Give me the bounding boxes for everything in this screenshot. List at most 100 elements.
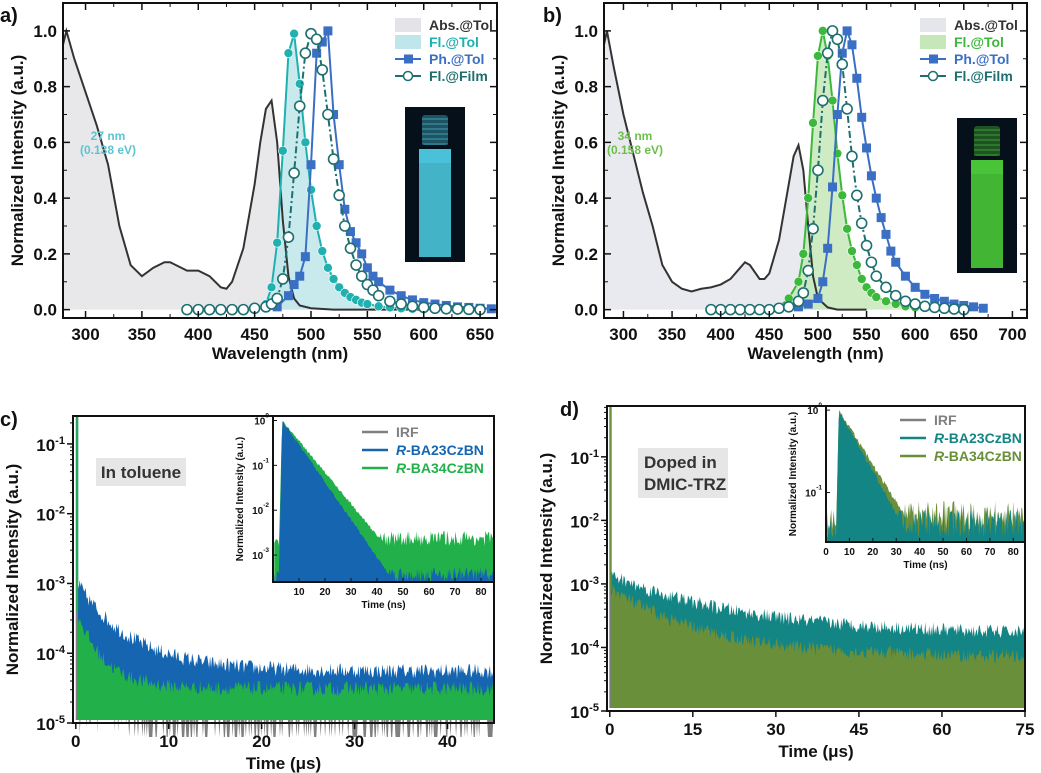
x-tick-label: 600 [410, 325, 438, 344]
marker-Ph.@Tol [837, 48, 847, 58]
y-tick-label: 10-5 [36, 714, 65, 734]
marker-Fl.@Film [734, 303, 746, 316]
marker-Ph.@Tol [823, 243, 833, 253]
x-tick-label: 300 [609, 325, 637, 344]
marker-Fl.@Film [277, 273, 289, 285]
y-tick-label: 0.0 [33, 301, 57, 320]
legend: IRF R-BA23CzBN R-BA34CzBN [900, 412, 1022, 464]
marker-Ph.@Tol [283, 291, 293, 301]
marker-Fl.@Film [899, 295, 912, 308]
marker-Ph.@Tol [295, 271, 305, 281]
vial-liquid [419, 149, 451, 257]
panel-a: 300 350 400 450 500 550 600 650 0.0 0.2 0.4 0.6 0.8 1… [0, 2, 498, 363]
marker-Ph.@Tol [828, 182, 838, 192]
marker-Ph.@Tol [920, 289, 930, 299]
marker-Fl.@Film [355, 270, 368, 282]
marker-Ph.@Tol [930, 293, 940, 303]
x-tick-label: 15 [683, 720, 702, 739]
marker-Fl.@Film [860, 239, 873, 252]
marker-Ph.@Tol [272, 302, 282, 312]
x-tick-label: 500 [297, 325, 325, 344]
vial-cap [974, 126, 1000, 156]
inset-x-tick-label: 60 [423, 587, 435, 598]
x-tick-label: 350 [128, 325, 156, 344]
marker-Fl.@Film [429, 302, 441, 315]
inset-x-axis-label: Time (ns) [361, 600, 405, 611]
marker-Fl.@Tol [793, 276, 804, 287]
x-tick-label: 0 [71, 732, 80, 751]
marker-Fl.@Film [203, 303, 216, 316]
marker-Ph.@Tol [312, 48, 322, 58]
marker-Fl.@Film [880, 281, 892, 294]
marker-Ph.@Tol [876, 213, 886, 223]
marker-Fl.@Film [773, 302, 785, 315]
marker-Fl.@Tol [289, 28, 299, 39]
marker-Fl.@Film [797, 287, 810, 299]
legend-swatch [920, 35, 946, 49]
marker-Fl.@Tol [373, 301, 384, 312]
marker-Ph.@Tol [323, 26, 333, 36]
x-tick-label: 400 [184, 325, 212, 344]
inset-y-tick-label: 10-1 [805, 485, 822, 500]
marker-Fl.@Tol [871, 292, 882, 302]
marker-Fl.@Film [855, 217, 868, 230]
marker-Fl.@Film [310, 33, 323, 46]
marker-Ph.@Tol [857, 112, 867, 122]
marker-Fl.@Tol [294, 79, 305, 89]
marker-Ph.@Tol [900, 271, 910, 281]
y-axis-label: Normalized Intensity (a.u.) [3, 464, 22, 676]
y-tick-label: 10-2 [570, 511, 599, 531]
fwhm-energy-annotation: (0.158 eV) [607, 143, 663, 157]
x-tick-label: 20 [252, 732, 271, 751]
marker-Ph.@Tol [881, 229, 891, 239]
marker-Ph.@Tol [969, 302, 979, 312]
trace-R-BA34CzBN [77, 611, 495, 720]
x-tick-label: 60 [932, 720, 951, 739]
x-axis-label: Wavelength (nm) [747, 344, 883, 363]
legend: IRF R-BA23CzBN R-BA34CzBN [362, 424, 484, 476]
marker-Fl.@Film [344, 242, 357, 255]
legend-label: IRF [934, 412, 957, 428]
marker-Ph.@Tol [362, 263, 372, 273]
inset-x-tick-label: 20 [867, 547, 879, 558]
x-tick-label: 600 [901, 325, 929, 344]
marker-Fl.@Tol [300, 137, 311, 148]
y-tick-label: 10-3 [36, 574, 65, 594]
inset-photo-vial [957, 118, 1017, 273]
inset-plot: 0 10 20 30 40 50 60 70 80 10-1 100 Time (ns) Normali… [788, 402, 1026, 571]
legend-label: R-BA34CzBN [396, 460, 484, 476]
inset-x-tick-label: 70 [449, 587, 461, 598]
x-tick-label: 40 [438, 732, 457, 751]
marker-Ph.@Tol [368, 271, 378, 281]
x-tick-label: 400 [707, 325, 735, 344]
marker-Fl.@Tol [856, 274, 867, 284]
marker-Fl.@Film [782, 301, 795, 313]
marker-Ph.@Tol [334, 160, 344, 170]
vial-neck [419, 149, 451, 163]
inset-x-tick-label: 40 [371, 587, 383, 598]
y-axis-label: Normalized Intensity (a.u.) [8, 55, 27, 267]
y-tick-label: 10-4 [36, 644, 66, 664]
marker-Fl.@Tol [847, 246, 857, 256]
plot-frame [606, 405, 1026, 712]
marker-Ph.@Tol [345, 227, 355, 237]
legend-label: Abs.@Tol [954, 17, 1018, 33]
inset-x-tick-label: 60 [961, 547, 973, 558]
inset-frame-border [272, 415, 495, 583]
inset-x-tick-label: 20 [319, 587, 331, 598]
marker-Ph.@Tol [862, 143, 872, 153]
marker-Fl.@Film [948, 303, 960, 315]
inset-plot: 10 20 30 40 50 60 70 80 10-3 10-2 10-1 100 Time (ns)… [235, 412, 495, 611]
x-tick-label: 45 [849, 720, 868, 739]
legend-label: Fl.@Tol [429, 34, 479, 50]
marker-Ph.@Tol [891, 257, 901, 267]
marker-Ph.@Tol [396, 291, 406, 301]
marker-Fl.@Tol [817, 26, 828, 36]
marker-Fl.@Film [463, 303, 475, 316]
legend-swatch [395, 18, 421, 32]
y-tick-label: 10-1 [36, 435, 65, 455]
line-Ph.@Tol [798, 27, 984, 310]
marker-Ph.@Tol [847, 40, 857, 50]
y-tick-label: 10-2 [36, 505, 65, 525]
